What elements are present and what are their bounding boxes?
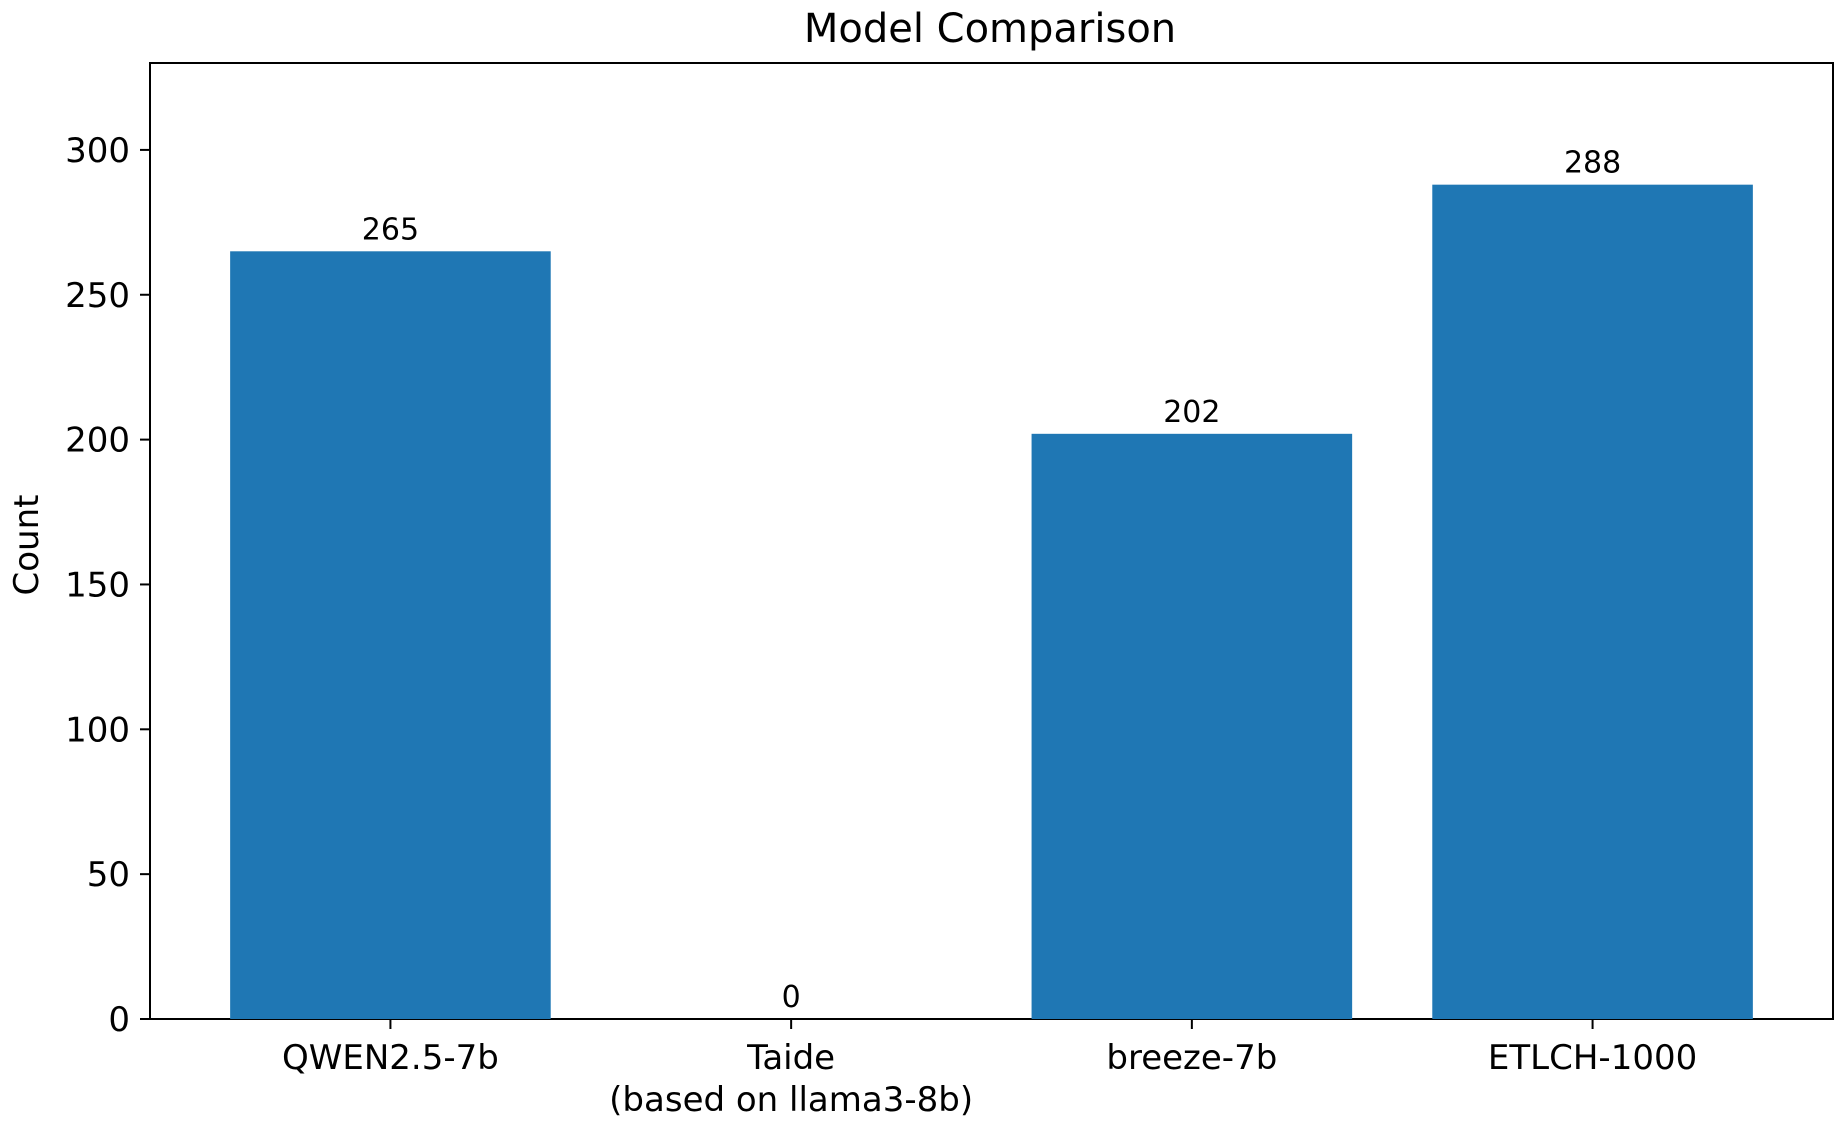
data-label-1: 0 — [782, 980, 801, 1015]
bar-2 — [1031, 433, 1353, 1019]
y-tick-label-4: 200 — [65, 421, 130, 461]
x-tick-label-3: ETLCH-1000 — [1488, 1038, 1697, 1078]
y-tick-label-2: 100 — [65, 710, 130, 750]
data-label-2: 202 — [1163, 395, 1220, 430]
x-tick-label-1-line-1: (based on llama3-8b) — [609, 1080, 973, 1120]
y-tick-label-3: 150 — [65, 565, 130, 605]
x-axis: QWEN2.5-7b Taide(based on llama3-8b) breez… — [282, 1019, 1697, 1120]
y-tick-label-1: 50 — [87, 855, 130, 895]
data-labels: 265 0 202 288 — [362, 146, 1621, 1015]
bar-3 — [1432, 184, 1753, 1019]
y-tick-label-0: 0 — [108, 1000, 130, 1040]
y-axis-label: Count — [7, 495, 47, 596]
x-tick-label-0: QWEN2.5-7b — [282, 1038, 499, 1078]
data-label-3: 288 — [1564, 146, 1621, 181]
y-tick-label-5: 250 — [65, 276, 130, 316]
chart-title: Model Comparison — [804, 6, 1176, 52]
plot-frame — [149, 62, 1834, 1020]
x-tick-label-2: breeze-7b — [1106, 1038, 1277, 1078]
y-axis: 0 50 100 150 200 250 300 — [65, 131, 150, 1040]
x-tick-label-1: Taide — [746, 1038, 835, 1078]
bar-0 — [230, 251, 551, 1019]
y-tick-label-6: 300 — [65, 131, 130, 171]
bars-layer — [230, 184, 1753, 1019]
data-label-0: 265 — [362, 212, 419, 247]
